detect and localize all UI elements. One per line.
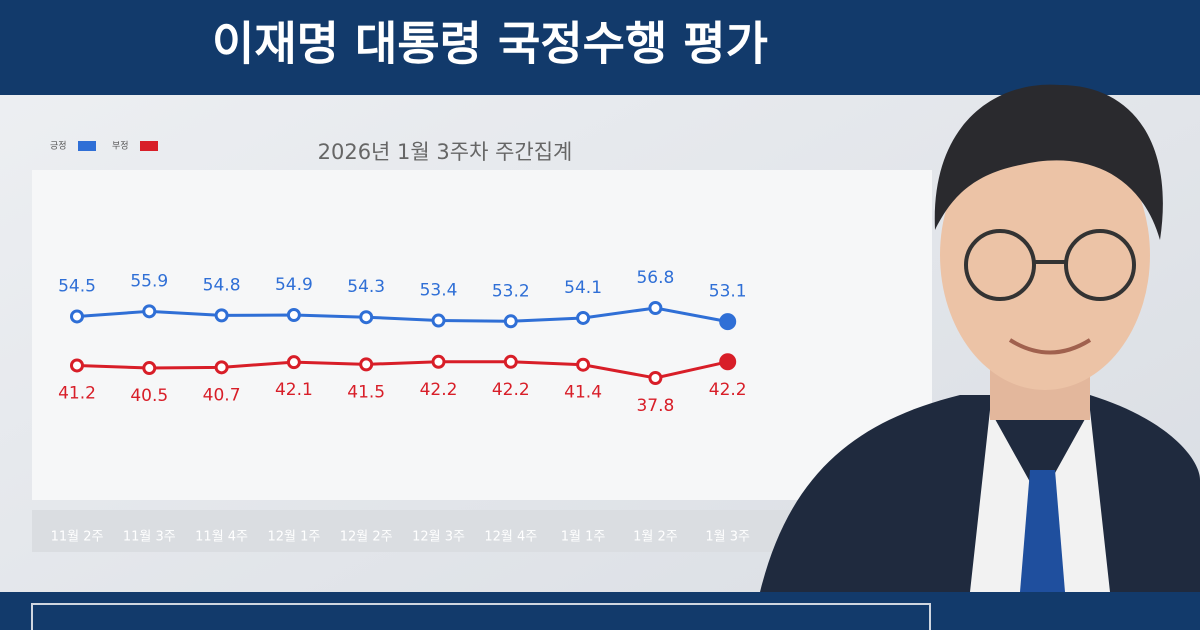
legend-swatch: [78, 141, 96, 151]
data-label: 53.4: [420, 281, 458, 301]
data-point: [214, 308, 229, 323]
data-label: 42.2: [420, 380, 458, 400]
data-point: [286, 355, 301, 370]
data-label: 41.4: [564, 383, 602, 403]
data-label: 42.2: [709, 380, 747, 400]
x-tick-label: 1월 3주: [705, 530, 750, 545]
legend-swatch: [140, 141, 158, 151]
x-tick-label: 1월 1주: [561, 530, 606, 545]
data-label: 54.3: [347, 277, 385, 297]
x-tick-label: 12월 1주: [267, 530, 320, 545]
data-label: 41.2: [58, 383, 96, 403]
series-line: [76, 360, 729, 380]
data-point: [70, 309, 84, 324]
data-label: 54.8: [203, 275, 241, 295]
data-label: 42.1: [275, 380, 313, 400]
data-label: 54.5: [58, 276, 96, 296]
x-tick-label: 12월 4주: [484, 530, 537, 545]
data-label: 53.2: [492, 281, 530, 301]
x-tick-label: 11월 2주: [51, 530, 104, 545]
data-label: 37.8: [636, 396, 674, 416]
series-line: [76, 306, 728, 324]
data-point: [431, 354, 446, 369]
legend-label: 긍정: [50, 141, 67, 152]
x-tick-label: 11월 3주: [123, 530, 176, 545]
data-point: [503, 354, 518, 369]
portrait: [760, 84, 1200, 592]
subtitle: 2026년 1월 3주차 주간집계: [318, 140, 573, 164]
data-label: 56.8: [636, 268, 674, 288]
data-label: 54.9: [275, 275, 313, 295]
data-label: 55.9: [130, 271, 168, 291]
data-point: [431, 313, 446, 328]
data-point: [142, 361, 157, 376]
data-label: 41.5: [347, 382, 385, 402]
data-point: [648, 301, 663, 315]
x-tick-label: 12월 3주: [412, 530, 465, 545]
data-point: [214, 360, 229, 375]
plot-panel: [32, 170, 932, 500]
data-label: 53.1: [709, 282, 747, 302]
data-point: [576, 357, 591, 372]
data-point: [286, 308, 301, 322]
data-point: [719, 313, 737, 331]
data-label: 40.7: [203, 385, 241, 405]
title: 이재명 대통령 국정수행 평가: [212, 17, 768, 71]
data-label: 40.5: [130, 386, 168, 406]
data-point: [576, 310, 591, 325]
data-point: [359, 310, 374, 325]
data-point: [70, 358, 84, 373]
data-label: 54.1: [564, 278, 602, 298]
data-point: [719, 353, 737, 371]
data-point: [142, 304, 157, 319]
data-label: 42.2: [492, 380, 530, 400]
x-tick-label: 12월 2주: [340, 530, 393, 545]
data-point: [648, 371, 663, 385]
data-point: [503, 314, 518, 329]
header-band: [0, 0, 1200, 95]
footer-box: [31, 603, 931, 634]
data-point: [359, 357, 374, 372]
footer-band: [0, 592, 1200, 630]
legend-label: 부정: [112, 141, 129, 152]
x-tick-label: 11월 4주: [195, 530, 248, 545]
x-tick-label: 1월 2주: [633, 530, 678, 545]
